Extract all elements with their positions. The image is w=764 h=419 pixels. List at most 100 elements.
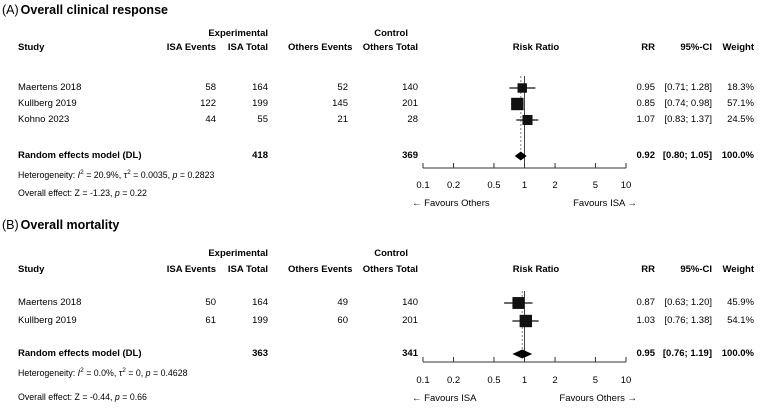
others-total-cell: 28 xyxy=(407,114,418,125)
others-events-column-header: Others Events xyxy=(288,264,353,275)
isa-total-column-header: ISA Total xyxy=(227,264,268,275)
text-segment: 2 xyxy=(80,367,84,375)
study-column-header: Study xyxy=(18,264,45,275)
isa-total-cell: 55 xyxy=(257,114,268,125)
summary-ci: [0.80; 1.05] xyxy=(662,150,712,161)
isa-total-cell: 199 xyxy=(252,98,268,109)
study-cell: Kullberg 2019 xyxy=(18,315,77,326)
text-segment: I xyxy=(77,170,81,180)
rr-cell: 0.85 xyxy=(636,98,656,109)
isa-events-cell: 50 xyxy=(205,297,216,308)
others-events-cell: 145 xyxy=(332,98,348,109)
text-segment: p xyxy=(145,368,151,378)
text-segment: = 0.2823 xyxy=(177,170,215,180)
text-segment: = 0.66 xyxy=(119,392,147,402)
effect-size-square xyxy=(519,314,533,328)
panel-a-title: (A) Overall clinical response xyxy=(2,3,168,17)
axis-tick-label: 1 xyxy=(521,180,528,191)
summary-label: Random effects model (DL) xyxy=(18,348,142,359)
panel-b-title-text: Overall mortality xyxy=(20,218,120,232)
panel-b-letter: (B) xyxy=(2,218,19,232)
summary-others-total: 341 xyxy=(402,348,418,359)
axis-tick-label: 2 xyxy=(552,375,558,386)
study-cell: Maertens 2018 xyxy=(18,82,82,93)
isa-total-cell: 199 xyxy=(252,315,268,326)
others-events-cell: 60 xyxy=(337,315,348,326)
weight-cell: 54.1% xyxy=(727,315,754,326)
ci-column-header: 95%-CI xyxy=(680,42,712,53)
rr-column-header: RR xyxy=(641,42,655,53)
ci-cell: [0.71; 1.28] xyxy=(664,82,712,93)
summary-label: Random effects model (DL) xyxy=(18,150,142,161)
panel-a-title-text: Overall clinical response xyxy=(20,3,168,17)
text-segment: 2 xyxy=(127,169,131,177)
ci-column-header: 95%-CI xyxy=(680,264,712,275)
ci-cell: [0.74; 0.98] xyxy=(664,98,712,109)
others-events-cell: 49 xyxy=(337,297,348,308)
experimental-group-header: Experimental xyxy=(208,248,268,259)
weight-cell: 45.9% xyxy=(727,297,754,308)
summary-isa-total: 363 xyxy=(252,348,268,359)
axis-tick-label: 0.1 xyxy=(416,180,430,191)
others-events-cell: 21 xyxy=(337,114,348,125)
text-segment: Overall effect: Z = -0.44, xyxy=(18,392,115,402)
weight-cell: 24.5% xyxy=(727,114,754,125)
panel-b-title: (B) Overall mortality xyxy=(2,218,119,232)
rr-cell: 0.87 xyxy=(636,297,656,308)
summary-rr: 0.92 xyxy=(636,150,656,161)
axis-tick-label: 0.2 xyxy=(446,375,461,386)
text-segment: p xyxy=(114,392,120,402)
isa-events-cell: 61 xyxy=(205,315,216,326)
axis-tick-label: 1 xyxy=(521,375,528,386)
panel-b: (B) Overall mortality Experimental Control… xyxy=(0,210,764,419)
weight-cell: 57.1% xyxy=(727,98,754,109)
text-segment: = 0, xyxy=(125,368,146,378)
axis-tick-label: 10 xyxy=(620,180,632,191)
others-total-column-header: Others Total xyxy=(362,42,418,53)
axis-tick-label: 10 xyxy=(620,375,632,386)
others-events-column-header: Others Events xyxy=(288,42,353,53)
text-segment: Overall effect: Z = -1.23, xyxy=(18,188,115,198)
summary-rr: 0.95 xyxy=(636,348,656,359)
text-segment: p xyxy=(114,188,120,198)
text-segment: p xyxy=(172,170,178,180)
heterogeneity-text: Heterogeneity: I2 = 0.0%, τ2 = 0, p = 0.… xyxy=(18,366,187,380)
text-segment: Heterogeneity: xyxy=(18,170,78,180)
favours-right-label: Favours Others → xyxy=(559,393,637,404)
others-total-cell: 201 xyxy=(402,98,418,109)
summary-diamond xyxy=(514,151,527,161)
risk-ratio-column-header: Risk Ratio xyxy=(512,42,560,53)
effect-size-square xyxy=(511,97,524,111)
axis-tick-label: 0.2 xyxy=(446,180,461,191)
isa-total-column-header: ISA Total xyxy=(227,42,268,53)
text-segment: = 0.22 xyxy=(119,188,147,198)
weight-cell: 18.3% xyxy=(727,82,754,93)
effect-size-square xyxy=(512,297,525,309)
ci-cell: [0.83; 1.37] xyxy=(664,114,712,125)
summary-weight: 100.0% xyxy=(721,348,754,359)
isa-events-cell: 122 xyxy=(200,98,216,109)
overall-effect-text: Overall effect: Z = -0.44, p = 0.66 xyxy=(18,390,168,404)
others-events-cell: 52 xyxy=(337,82,348,93)
ci-cell: [0.76; 1.38] xyxy=(664,315,712,326)
favours-left-label: ← Favours ISA xyxy=(412,393,477,404)
panel-a: (A) Overall clinical response Experimenta… xyxy=(2,3,754,209)
summary-weight: 100.0% xyxy=(721,150,754,161)
text-segment: I xyxy=(77,368,81,378)
axis-tick-label: 5 xyxy=(592,375,599,386)
overall-effect-text: Overall effect: Z = -1.23, p = 0.22 xyxy=(18,186,168,200)
axis-tick-label: 5 xyxy=(592,180,599,191)
effect-size-square xyxy=(517,83,527,93)
summary-others-total: 369 xyxy=(402,150,418,161)
study-cell: Kullberg 2019 xyxy=(18,98,77,109)
rr-column-header: RR xyxy=(641,264,655,275)
text-segment: = 0.0%, τ xyxy=(83,368,123,378)
text-segment: = 0.4628 xyxy=(150,368,188,378)
others-total-cell: 140 xyxy=(402,82,418,93)
isa-events-cell: 58 xyxy=(205,82,216,93)
isa-total-cell: 164 xyxy=(252,82,268,93)
study-cell: Maertens 2018 xyxy=(18,297,82,308)
text-segment: = 0.0035, xyxy=(130,170,173,180)
isa-events-column-header: ISA Events xyxy=(166,264,216,275)
